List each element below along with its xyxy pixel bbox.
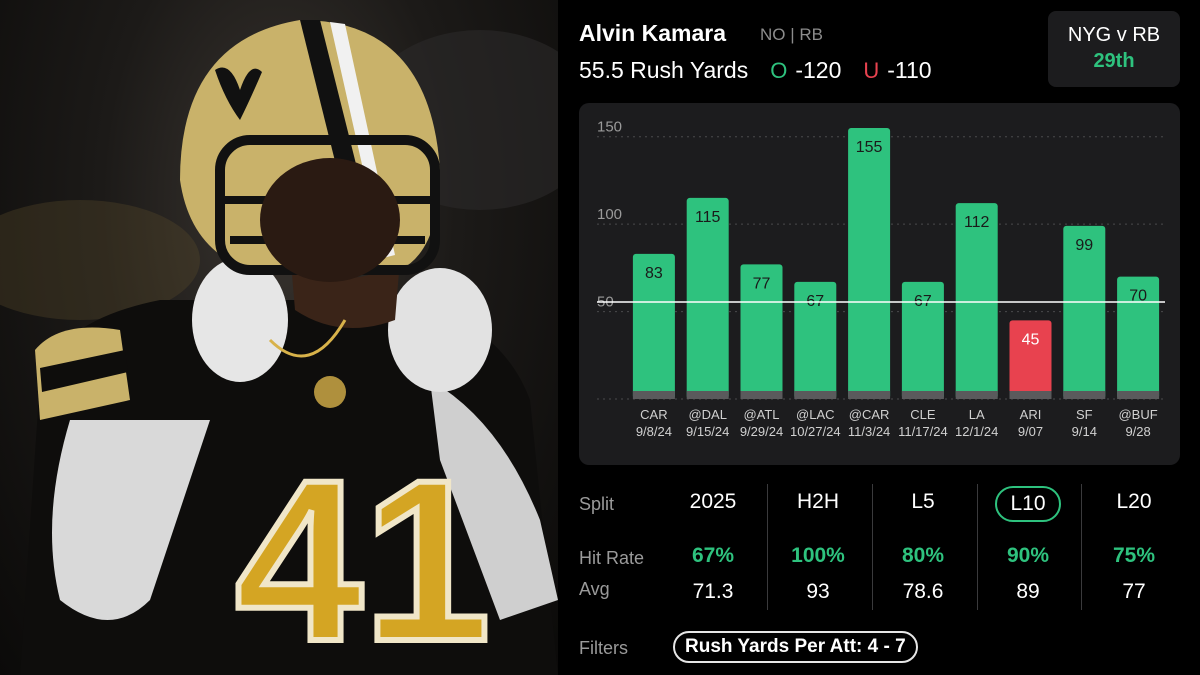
team-position: NO | RB xyxy=(760,25,823,44)
split-tab-l10[interactable]: L10 xyxy=(995,486,1061,522)
filters-label: Filters xyxy=(579,638,628,658)
x-tick-date: 9/29/24 xyxy=(740,424,783,439)
hit-rate-row-label: Hit Rate xyxy=(579,548,645,568)
x-tick-label: @CAR xyxy=(849,407,890,422)
x-tick-label: @DAL xyxy=(688,407,727,422)
bar-base xyxy=(1063,391,1106,399)
x-tick-date: 9/14 xyxy=(1072,424,1097,439)
column-divider xyxy=(872,484,873,610)
over-price[interactable]: -120 xyxy=(795,57,842,83)
x-tick-label: SF xyxy=(1076,407,1093,422)
bar xyxy=(1117,276,1160,399)
bar-chart: 5010015083CAR9/8/24115@DAL9/15/2477@ATL9… xyxy=(597,119,1165,439)
bar-base xyxy=(632,391,675,399)
bar-value-label: 112 xyxy=(964,214,990,231)
player-photo: 41 xyxy=(0,0,558,675)
bar xyxy=(686,197,729,399)
avg-l20: 77 xyxy=(1122,580,1146,603)
svg-text:41: 41 xyxy=(235,432,491,675)
bar-base xyxy=(848,391,891,399)
hit-rate-2025: 67% xyxy=(691,544,735,567)
bar xyxy=(848,128,891,399)
player-photo-illustration: 41 xyxy=(0,20,558,675)
hit-rate-l5: 80% xyxy=(901,544,945,567)
bar xyxy=(1009,320,1052,399)
splits-table: Split Hit Rate Avg 2025 67% 71.3 H2H 100… xyxy=(558,0,1200,675)
prop-label: 55.5 Rush Yards xyxy=(579,57,749,83)
under-price[interactable]: -110 xyxy=(887,57,932,83)
x-tick-date: 9/15/24 xyxy=(686,424,729,439)
x-tick-label: CAR xyxy=(640,407,667,422)
bar-base xyxy=(1009,391,1052,399)
bar xyxy=(740,264,783,399)
x-tick-label: @ATL xyxy=(743,407,779,422)
x-tick-label: ARI xyxy=(1020,407,1042,422)
hit-rate-l10: 90% xyxy=(1006,544,1050,567)
avg-row-label: Avg xyxy=(579,579,610,599)
x-tick-date: 11/17/24 xyxy=(898,424,948,439)
x-tick-label: @BUF xyxy=(1118,407,1157,422)
matchup-card[interactable]: NYG v RB 29th xyxy=(1048,11,1180,87)
player-name: Alvin Kamara xyxy=(579,20,727,46)
x-tick-label: CLE xyxy=(910,407,936,422)
bar-value-label: 83 xyxy=(645,265,663,282)
bar-value-label: 115 xyxy=(695,209,721,226)
under-symbol: U xyxy=(863,57,880,83)
game-log-chart: 50 100 150 83 CAR 9/8/24 115 @DAL 9/15/24 77 @ATL 9… xyxy=(579,103,1180,465)
x-tick-date: 12/1/24 xyxy=(955,424,998,439)
bar-value-label: 45 xyxy=(1022,331,1040,348)
avg-h2h: 93 xyxy=(806,580,830,603)
matchup-title: NYG v RB xyxy=(1067,24,1161,46)
x-tick-label: @LAC xyxy=(796,407,835,422)
column-divider xyxy=(977,484,978,610)
bar xyxy=(901,281,944,399)
bar-value-label: 70 xyxy=(1129,288,1147,305)
split-tab-h2h[interactable]: H2H xyxy=(796,490,839,513)
bar xyxy=(1063,225,1106,399)
split-tab-l5[interactable]: L5 xyxy=(911,490,935,513)
avg-l10: 89 xyxy=(1016,580,1040,603)
hit-rate-h2h: 100% xyxy=(791,544,845,567)
split-tab-2025[interactable]: 2025 xyxy=(689,490,737,513)
matchup-rank: 29th xyxy=(1093,50,1135,72)
bar-base xyxy=(794,391,837,399)
avg-l5: 78.6 xyxy=(902,580,944,603)
x-tick-date: 11/3/24 xyxy=(848,424,890,439)
bar-value-label: 155 xyxy=(856,139,883,156)
bar-base xyxy=(901,391,944,399)
hit-rate-l20: 75% xyxy=(1112,544,1156,567)
bar-base xyxy=(955,391,998,399)
bar-base xyxy=(740,391,783,399)
split-row-label: Split xyxy=(579,494,615,514)
bar-base xyxy=(1117,391,1160,399)
stats-panel: Alvin Kamara NO | RB 55.5 Rush Yards O -… xyxy=(558,0,1200,675)
avg-2025: 71.3 xyxy=(692,580,734,603)
filter-chip-rush-yards-per-att[interactable]: Rush Yards Per Att: 4 - 7 xyxy=(673,631,918,663)
x-tick-label: LA xyxy=(969,407,985,422)
bar-base xyxy=(686,391,729,399)
y-tick-label: 100 xyxy=(597,206,622,223)
x-tick-date: 9/07 xyxy=(1018,424,1043,439)
bar-value-label: 77 xyxy=(753,275,771,292)
bar xyxy=(794,281,837,399)
x-tick-date: 10/27/24 xyxy=(790,424,841,439)
column-divider xyxy=(767,484,768,610)
x-tick-date: 9/8/24 xyxy=(636,424,672,439)
over-symbol: O xyxy=(770,57,788,83)
bar xyxy=(632,253,675,399)
bar-value-label: 99 xyxy=(1075,237,1093,254)
x-tick-date: 9/28 xyxy=(1125,424,1150,439)
prop-line: 55.5 Rush Yards O -120 U -110 xyxy=(579,57,932,84)
bar xyxy=(955,203,998,399)
y-tick-label: 150 xyxy=(597,119,622,136)
split-tab-l20[interactable]: L20 xyxy=(1116,490,1152,513)
column-divider xyxy=(1081,484,1082,610)
